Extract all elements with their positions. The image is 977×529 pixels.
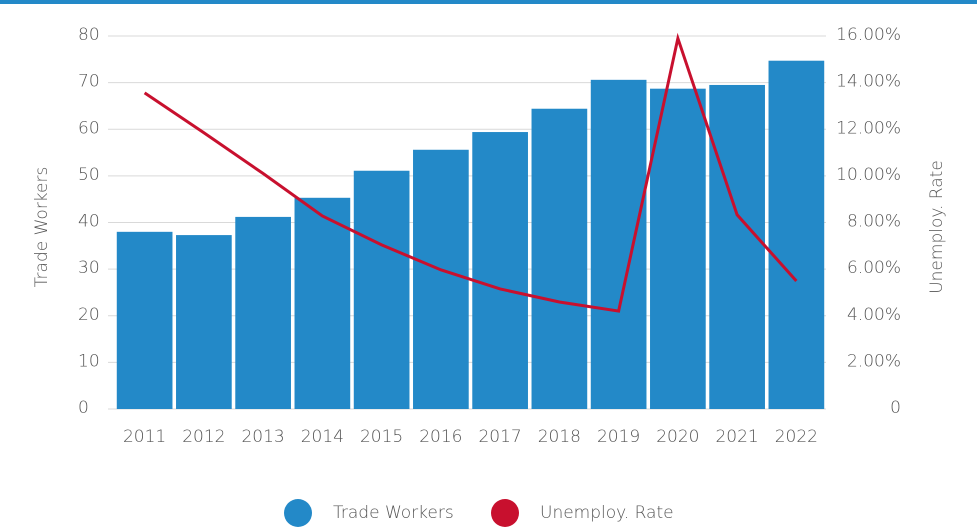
x-tick-label: 2020 [656, 427, 699, 447]
bar [176, 235, 232, 409]
x-tick-label: 2015 [360, 427, 403, 447]
y-tick-label: 10 [78, 351, 100, 371]
y2-tick-label: 0 [890, 398, 901, 418]
x-tick-label: 2021 [715, 427, 758, 447]
y2-tick-label: 4.00% [847, 305, 901, 325]
y-tick-label: 40 [78, 212, 100, 232]
y2-tick-label: 14.00% [836, 72, 901, 92]
bar [531, 108, 588, 410]
y-tick-label: 30 [78, 258, 100, 278]
bar [116, 231, 173, 409]
y-tick-label: 80 [78, 25, 100, 45]
x-tick-label: 2019 [597, 427, 640, 447]
x-tick-label: 2018 [538, 427, 581, 447]
y-tick-label: 0 [78, 398, 89, 418]
y-axis-title: Trade Workers [32, 167, 52, 288]
bar [294, 197, 351, 409]
y2-tick-label: 12.00% [836, 118, 901, 138]
y2-axis-title: Unemploy. Rate [927, 160, 947, 294]
bar [709, 84, 765, 410]
x-tick-label: 2013 [241, 427, 284, 447]
line [143, 32, 798, 313]
y-tick-label: 20 [78, 305, 100, 325]
x-tick-label: 2016 [419, 427, 462, 447]
y2-tick-label: 16.00% [836, 25, 901, 45]
y2-tick-label: 8.00% [847, 212, 901, 232]
x-tick-label: 2011 [123, 427, 166, 447]
bar [768, 60, 825, 410]
bar [590, 79, 647, 409]
legend-label: Unemploy. Rate [540, 503, 674, 523]
legend-swatch [284, 499, 312, 527]
legend-swatch [491, 499, 519, 527]
y2-tick-label: 10.00% [836, 165, 901, 185]
x-tick-label: 2017 [478, 427, 521, 447]
x-tick-label: 2012 [182, 427, 225, 447]
bar [235, 216, 291, 409]
y-tick-label: 70 [78, 72, 100, 92]
bar [413, 149, 469, 409]
x-tick-label: 2022 [775, 427, 818, 447]
bar [472, 132, 528, 410]
bar [650, 88, 706, 409]
top-bar [0, 0, 977, 4]
y-tick-label: 60 [78, 118, 100, 138]
x-tick-label: 2014 [301, 427, 344, 447]
y2-tick-label: 6.00% [847, 258, 901, 278]
legend-label: Trade Workers [333, 503, 454, 523]
bar [353, 170, 410, 409]
y2-tick-label: 2.00% [847, 351, 901, 371]
y-tick-label: 50 [78, 165, 100, 185]
